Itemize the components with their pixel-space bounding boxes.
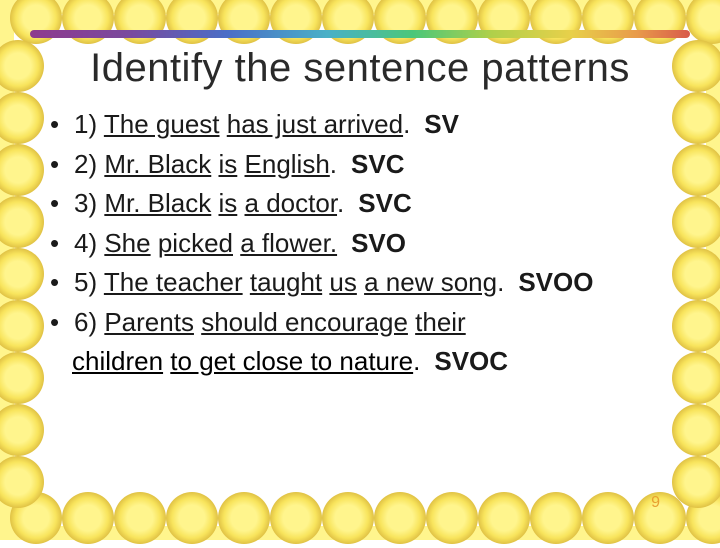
slide-frame: Identify the sentence patterns 1) The gu…: [0, 0, 720, 540]
answer-label: SVO: [351, 224, 406, 264]
list-item: 6) Parents should encourage their: [48, 303, 674, 343]
item-number: 4): [74, 228, 104, 258]
sentence-part: [220, 109, 227, 139]
sentence-part: is: [219, 188, 238, 218]
answer-label: SVOO: [518, 263, 593, 303]
list-item: 5) The teacher taught us a new song. SVOO: [48, 263, 674, 303]
list-item: 4) She picked a flower. SVO: [48, 224, 674, 264]
sentence-part: has just arrived: [227, 109, 403, 139]
item-number: 1): [74, 109, 104, 139]
sentence-part: us: [329, 267, 356, 297]
sentence-part: to get close to nature: [170, 346, 413, 376]
sentence-part: [211, 188, 218, 218]
answer-label: SVC: [358, 184, 411, 224]
answer-label: SVC: [351, 145, 404, 185]
sentence-part: should encourage: [201, 307, 408, 337]
sentence-part: a flower.: [240, 228, 337, 258]
sentence-part: .: [497, 267, 504, 297]
bullet-list: 1) The guest has just arrived.SV2) Mr. B…: [46, 105, 674, 342]
slide-title: Identify the sentence patterns: [46, 46, 674, 91]
sentence-part: [237, 149, 244, 179]
continuation-line: children to get close to nature. SVOC: [46, 342, 674, 382]
sentence-part: The teacher: [104, 267, 243, 297]
item-number: 3): [74, 188, 104, 218]
sentence-part: .: [330, 149, 337, 179]
sentence-part: a new song: [364, 267, 497, 297]
rainbow-accent: [30, 30, 690, 38]
sentence-part: .: [337, 188, 344, 218]
sentence-part: is: [219, 149, 238, 179]
sentence-part: [243, 267, 250, 297]
list-item: 1) The guest has just arrived. SV: [48, 105, 674, 145]
sentence-part: .: [403, 109, 410, 139]
item-number: 6): [74, 307, 104, 337]
sentence-part: Mr. Black: [104, 149, 211, 179]
sentence-part: [357, 267, 364, 297]
sentence-part: a doctor: [245, 188, 338, 218]
page-number: 9: [651, 494, 660, 512]
sentence-part: taught: [250, 267, 322, 297]
item-number: 2): [74, 149, 104, 179]
sentence-part: [211, 149, 218, 179]
sentence-part: Parents: [104, 307, 194, 337]
answer-label: SVOC: [434, 342, 508, 382]
sentence-part: She: [104, 228, 150, 258]
list-item: 2) Mr. Black is English. SVC: [48, 145, 674, 185]
sentence-part: their: [415, 307, 466, 337]
sentence-part: [151, 228, 158, 258]
sentence-part: picked: [158, 228, 233, 258]
sentence-part: Mr. Black: [104, 188, 211, 218]
sentence-part: English: [245, 149, 330, 179]
list-item: 3) Mr. Black is a doctor. SVC: [48, 184, 674, 224]
answer-label: SV: [424, 105, 459, 145]
sentence-part: children: [72, 346, 163, 376]
sentence-part: The guest: [104, 109, 220, 139]
sentence-part: .: [413, 346, 420, 376]
item-number: 5): [74, 267, 104, 297]
content-area: Identify the sentence patterns 1) The gu…: [46, 46, 674, 494]
sentence-part: [237, 188, 244, 218]
